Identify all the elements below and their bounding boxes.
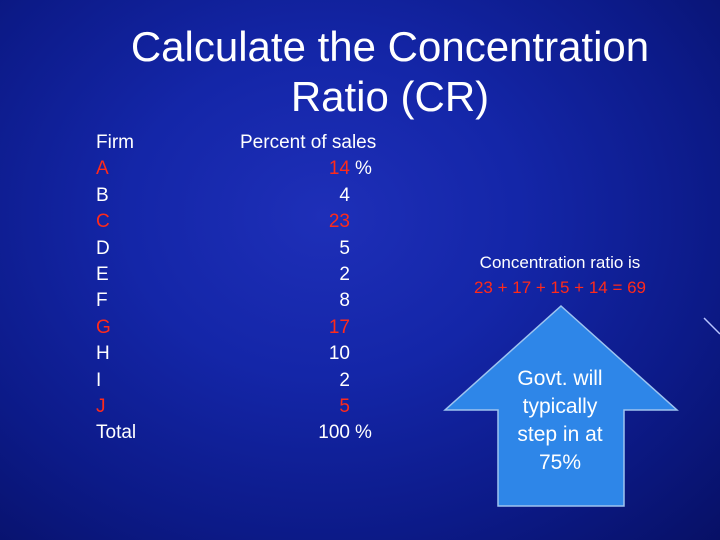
- total-value: 100: [318, 422, 350, 444]
- percent-header: Percent of sales: [240, 132, 377, 153]
- firm-label: I: [96, 369, 102, 391]
- percent-value: 5: [339, 395, 350, 417]
- concentration-label: Concentration ratio is: [479, 253, 641, 272]
- firm-label: D: [96, 237, 110, 259]
- percent-row: 10: [240, 341, 390, 367]
- concentration-ratio-callout: Concentration ratio is 23 + 17 + 15 + 14…: [440, 250, 680, 300]
- percent-value: 4: [339, 184, 350, 206]
- percent-column: Percent of sales 14% 4 23 5 2 8 17 10 2 …: [240, 130, 390, 447]
- percent-row: 2: [240, 368, 390, 394]
- percent-value: 14: [328, 158, 350, 180]
- firm-label: F: [96, 290, 108, 312]
- percent-row: 5: [240, 394, 390, 420]
- firm-label: C: [96, 211, 110, 233]
- percent-row: 17: [240, 315, 390, 341]
- arrow-line-3: step in at: [517, 423, 603, 446]
- percent-row: 4: [240, 183, 390, 209]
- concentration-formula: 23 + 17 + 15 + 14 = 69: [473, 278, 647, 297]
- percent-value: 10: [328, 343, 350, 365]
- decor-line: [703, 317, 720, 335]
- arrow-line-2: typically: [522, 395, 598, 418]
- arrow-line-1: Govt. will: [517, 367, 603, 390]
- firm-label: E: [96, 263, 109, 285]
- title-line-1: Calculate the Concentration: [130, 23, 650, 70]
- percent-row: 8: [240, 288, 390, 314]
- arrow-line-4: 75%: [538, 451, 582, 474]
- firm-label: A: [96, 158, 109, 180]
- percent-row: 23: [240, 209, 390, 235]
- percent-value: 23: [328, 211, 350, 233]
- percent-value: 5: [339, 237, 350, 259]
- title-line-2: Ratio (CR): [290, 73, 490, 120]
- total-unit: %: [355, 422, 372, 444]
- firm-label: B: [96, 184, 109, 206]
- total-row: 100%: [240, 420, 390, 446]
- percent-row: 14%: [240, 156, 390, 182]
- slide-title: Calculate the Concentration Ratio (CR): [90, 22, 690, 122]
- percent-value: 8: [339, 290, 350, 312]
- firm-label: J: [96, 395, 106, 417]
- firm-column: Firm A B C D E F G H I J Total: [96, 130, 136, 447]
- percent-value: 2: [339, 263, 350, 285]
- firm-header: Firm: [96, 132, 134, 153]
- percent-row: 2: [240, 262, 390, 288]
- arrow-text: Govt. will typically step in at 75%: [496, 365, 624, 477]
- percent-row: 5: [240, 236, 390, 262]
- percent-value: 2: [339, 369, 350, 391]
- firm-label: G: [96, 316, 111, 338]
- total-label: Total: [96, 422, 137, 444]
- firm-label: H: [96, 343, 110, 365]
- percent-unit: %: [355, 158, 372, 180]
- percent-value: 17: [328, 316, 350, 338]
